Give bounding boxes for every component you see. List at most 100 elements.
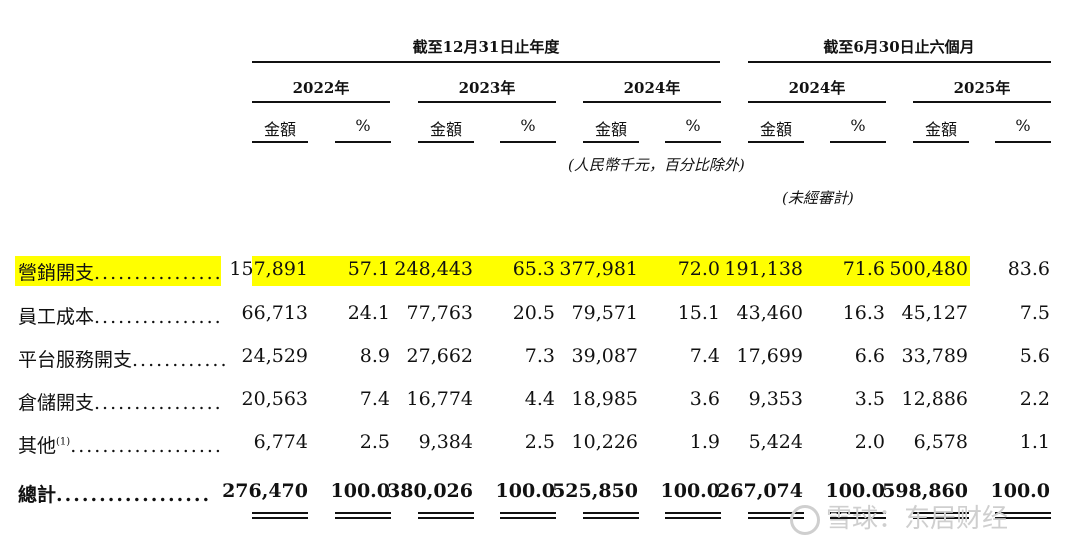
row-label: 員工成本................ <box>18 302 223 329</box>
sub-rule <box>500 141 556 143</box>
cell-amount: 276,470 <box>222 480 308 502</box>
cell-percent: 2.2 <box>1019 388 1050 410</box>
cell-amount: 16,774 <box>406 388 473 410</box>
cell-percent: 100.0 <box>330 480 391 502</box>
total-underline <box>995 517 1051 519</box>
col-pct-2025-interim: % <box>1015 116 1031 135</box>
total-underline <box>418 517 474 519</box>
sub-rule <box>418 141 474 143</box>
cell-amount: 20,563 <box>241 388 308 410</box>
sub-rule <box>252 141 308 143</box>
total-underline <box>252 517 308 519</box>
col-pct-2024-annual: % <box>685 116 701 135</box>
cell-amount: 79,571 <box>571 302 638 324</box>
total-underline <box>748 512 804 514</box>
row-highlight-values <box>252 256 970 286</box>
sub-rule <box>665 141 721 143</box>
cell-percent: 3.5 <box>854 388 885 410</box>
unaudited-note: (未經審計) <box>782 189 854 207</box>
cell-percent: 20.5 <box>512 302 555 324</box>
cell-percent: 57.1 <box>347 258 390 280</box>
cell-percent: 100.0 <box>990 480 1051 502</box>
total-underline <box>748 517 804 519</box>
header-group-annual: 截至12月31日止年度 <box>412 38 560 56</box>
cell-percent: 2.0 <box>854 431 885 453</box>
watermark-logo-icon <box>790 504 820 535</box>
cell-amount: 17,699 <box>736 345 803 367</box>
leader-dots: ................ <box>94 306 223 328</box>
watermark-text: 雪球：东居财经 <box>826 504 1009 534</box>
total-underline <box>913 517 969 519</box>
col-pct-2023: % <box>520 116 536 135</box>
unit-note: (人民幣千元，百分比除外) <box>568 156 745 174</box>
row-label: 營銷開支................ <box>18 258 223 285</box>
cell-percent: 100.0 <box>825 480 886 502</box>
cell-amount: 5,424 <box>748 431 803 453</box>
col-pct-2024-interim: % <box>850 116 866 135</box>
cell-percent: 1.9 <box>689 431 720 453</box>
watermark: 雪球：东居财经 <box>790 498 1008 535</box>
total-underline <box>500 517 556 519</box>
cell-amount: 267,074 <box>717 480 803 502</box>
year-2024-interim: 2024年 <box>788 79 846 97</box>
cell-amount: 66,713 <box>241 302 308 324</box>
leader-dots: ................... <box>70 435 223 457</box>
year-2024-annual: 2024年 <box>623 79 681 97</box>
cell-percent: 24.1 <box>347 302 390 324</box>
total-underline <box>335 512 391 514</box>
cell-amount: 33,789 <box>901 345 968 367</box>
cell-amount: 191,138 <box>724 258 803 280</box>
cell-percent: 2.5 <box>359 431 390 453</box>
cell-amount: 18,985 <box>571 388 638 410</box>
cell-percent: 7.5 <box>1019 302 1050 324</box>
cell-percent: 72.0 <box>677 258 720 280</box>
total-underline <box>252 512 308 514</box>
row-label-text: 其他 <box>18 435 57 457</box>
col-amount-2025-interim: 金額 <box>924 120 957 139</box>
year-2024-annual-rule <box>583 101 721 103</box>
cell-amount: 157,891 <box>229 258 308 280</box>
col-amount-2023: 金額 <box>429 120 462 139</box>
sub-rule <box>913 141 969 143</box>
cell-amount: 39,087 <box>571 345 638 367</box>
total-underline <box>665 517 721 519</box>
cell-percent: 7.3 <box>524 345 555 367</box>
cell-percent: 8.9 <box>359 345 390 367</box>
cell-amount: 6,578 <box>913 431 968 453</box>
cell-percent: 3.6 <box>689 388 720 410</box>
total-underline <box>500 512 556 514</box>
total-underline <box>418 512 474 514</box>
col-pct-2022: % <box>355 116 371 135</box>
leader-dots: ................ <box>94 262 223 284</box>
cell-percent: 65.3 <box>512 258 555 280</box>
year-2025-interim: 2025年 <box>953 79 1011 97</box>
cell-percent: 83.6 <box>1007 258 1050 280</box>
sub-rule <box>995 141 1051 143</box>
header-group-annual-rule <box>252 61 720 63</box>
year-2022-rule <box>252 101 390 103</box>
header-group-interim: 截至6月30日止六個月 <box>823 38 975 56</box>
cell-amount: 248,443 <box>394 258 473 280</box>
sub-rule <box>748 141 804 143</box>
row-label-text: 平台服務開支 <box>18 349 133 371</box>
cell-amount: 10,226 <box>571 431 638 453</box>
row-label-text: 營銷開支 <box>18 262 95 284</box>
sub-rule <box>583 141 639 143</box>
total-underline <box>913 512 969 514</box>
sub-rule <box>335 141 391 143</box>
col-amount-2024-interim: 金額 <box>759 120 792 139</box>
row-label: 其他(1)................... <box>18 431 223 458</box>
cell-amount: 525,850 <box>552 480 638 502</box>
cell-percent: 16.3 <box>842 302 885 324</box>
total-underline <box>583 517 639 519</box>
row-highlight-label <box>15 256 221 286</box>
cell-percent: 100.0 <box>660 480 721 502</box>
cell-percent: 15.1 <box>677 302 720 324</box>
total-underline <box>830 517 886 519</box>
year-2023-rule <box>418 101 556 103</box>
cell-percent: 5.6 <box>1019 345 1050 367</box>
cell-amount: 24,529 <box>241 345 308 367</box>
header-group-interim-rule <box>748 61 1051 63</box>
row-label-text: 總計 <box>18 484 57 506</box>
row-label: 倉儲開支................ <box>18 388 223 415</box>
